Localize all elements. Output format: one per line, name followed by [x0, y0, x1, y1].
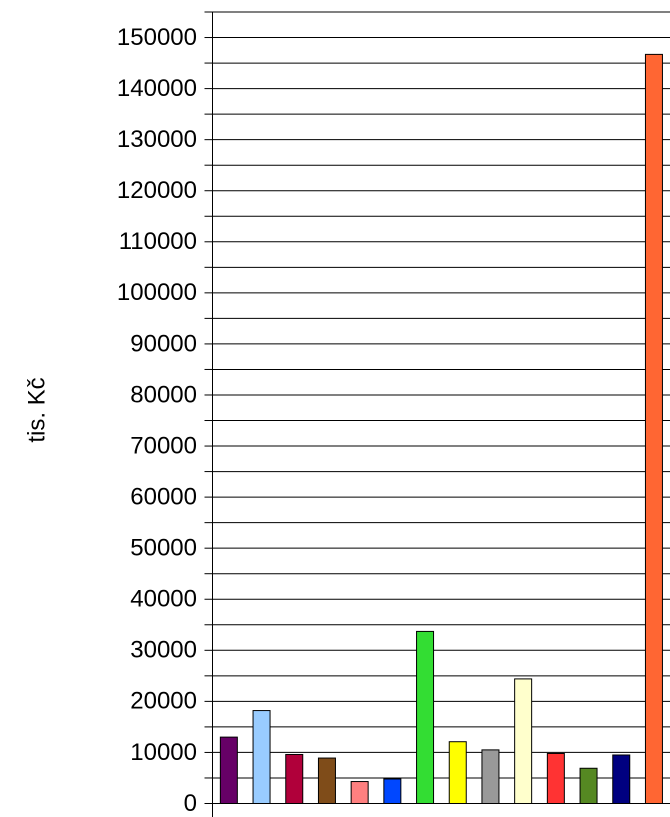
bar [252, 710, 271, 804]
y-tick-label: 60000 [130, 483, 197, 510]
y-tick-label: 50000 [130, 535, 197, 562]
y-tick-label: 140000 [117, 75, 197, 102]
bar [579, 767, 598, 805]
y-tick-label: 150000 [117, 24, 197, 51]
y-tick-label: 90000 [130, 330, 197, 357]
y-tick-label: 0 [184, 790, 197, 817]
y-tick-label: 10000 [130, 739, 197, 766]
y-tick-label: 120000 [117, 177, 197, 204]
bar [481, 749, 500, 805]
y-tick-label: 20000 [130, 688, 197, 715]
bar [317, 757, 336, 804]
y-tick-label: 30000 [130, 637, 197, 664]
y-tick-label: 130000 [117, 126, 197, 153]
bar [416, 630, 435, 805]
bar [285, 753, 304, 805]
bar [514, 678, 533, 805]
y-tick-label: 70000 [130, 432, 197, 459]
bar [383, 778, 402, 804]
y-tick-label: 80000 [130, 381, 197, 408]
y-tick-label: 100000 [117, 279, 197, 306]
bar [448, 741, 467, 804]
bar [612, 754, 631, 804]
bar [350, 781, 369, 804]
bar [219, 736, 238, 805]
y-tick-label: 110000 [119, 228, 197, 255]
bar [546, 752, 565, 805]
bar [644, 53, 663, 805]
y-tick-label: 40000 [130, 586, 197, 613]
y-axis-label: tis. Kč [23, 377, 50, 442]
